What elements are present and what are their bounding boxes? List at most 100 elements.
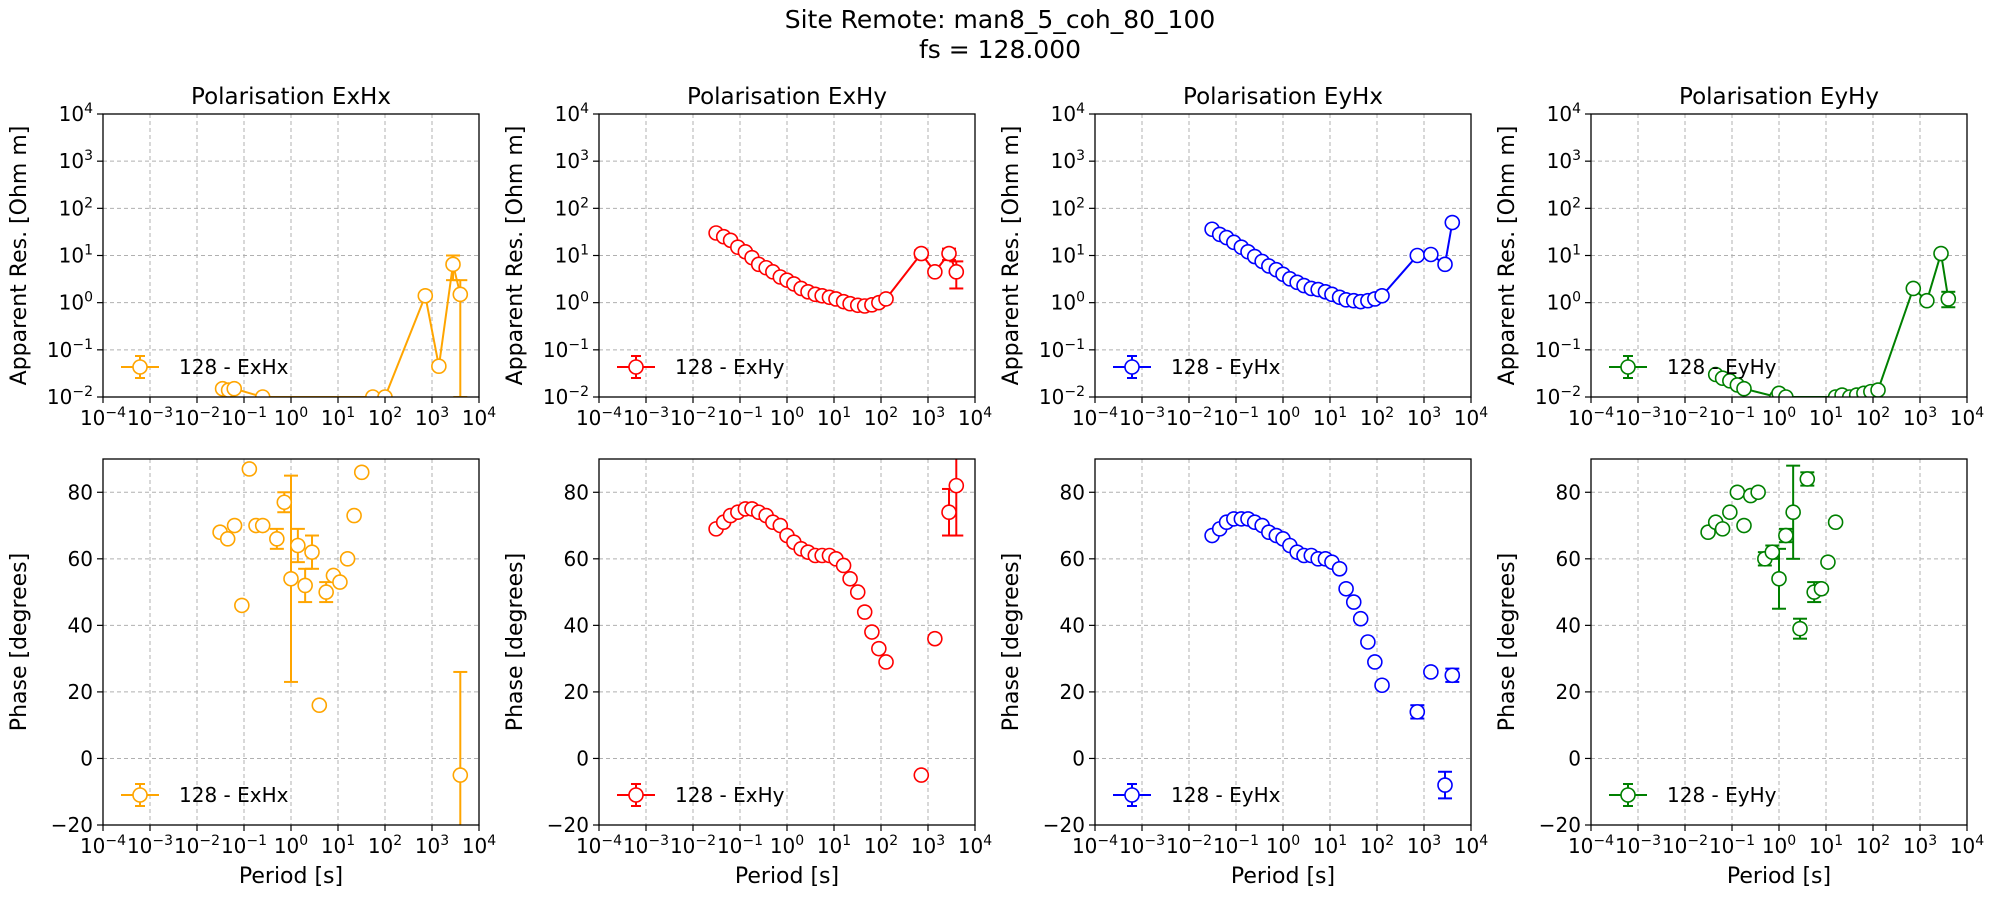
data-layer [708, 459, 965, 783]
x-tick-label: 10−4 [1568, 833, 1614, 858]
legend-label: 128 - ExHx [179, 783, 289, 807]
data-point [871, 640, 887, 657]
x-tick-label: 102 [864, 833, 898, 858]
data-point [856, 604, 873, 620]
y-axis-label: Phase [degrees] [999, 553, 1024, 731]
x-tick-label: 101 [1809, 833, 1843, 858]
data-layer [1700, 464, 1844, 640]
legend-marker [628, 359, 644, 375]
data-point [1360, 634, 1376, 650]
x-tick-label: 102 [368, 405, 402, 430]
x-tick-label: 101 [1313, 833, 1347, 858]
panel-resistivity-4: 10−4 10−3 10−2 10−1 100 101 102 103 10410−210−11… [1495, 84, 1984, 430]
x-tick-label: 10−3 [1615, 833, 1661, 858]
panel-phase-1: 10−4 10−3 10−2 10−1 100 101 102 103 104 −20 0 20 40 6… [7, 458, 496, 889]
y-tick-label: 104 [555, 101, 589, 126]
data-point [927, 264, 943, 280]
data-point [948, 264, 965, 280]
x-tick-label: 10−2 [670, 833, 716, 858]
y-tick-label: 100 [59, 290, 93, 315]
y-tick-label: −20 [1539, 813, 1581, 837]
y-tick-label: 10−1 [543, 337, 589, 362]
y-tick-label: −20 [1043, 813, 1085, 837]
x-tick-label: 10−4 [576, 833, 622, 858]
data-point [1764, 544, 1781, 560]
x-tick-label: 10−4 [80, 833, 126, 858]
panel-resistivity-2: 10−4 10−3 10−2 10−1 100 101 102 103 10410−210−11… [503, 84, 992, 430]
x-tick-label: 103 [415, 833, 449, 858]
x-tick-label: 10−4 [1568, 405, 1614, 430]
data-point [1338, 580, 1354, 597]
data-layer [1204, 511, 1461, 800]
data-layer [214, 254, 469, 397]
x-tick-label: 102 [368, 833, 402, 858]
x-tick-label: 10−4 [1072, 405, 1118, 430]
y-tick-label: 101 [555, 243, 589, 268]
data-point [927, 630, 943, 647]
legend-marker [132, 359, 148, 375]
data-point [339, 551, 356, 567]
panel-title: Polarisation ExHx [191, 84, 391, 110]
data-point [234, 597, 250, 614]
legend: 128 - ExHy [617, 355, 785, 379]
x-tick-label: 10−3 [1615, 405, 1661, 430]
data-point [276, 494, 293, 511]
data-point [1722, 504, 1738, 521]
y-tick-label: 100 [1051, 290, 1085, 315]
legend-marker [1620, 359, 1636, 375]
data-point [311, 697, 328, 714]
y-tick-label: 40 [564, 613, 589, 637]
y-tick-label: 60 [564, 547, 589, 571]
data-point [1785, 504, 1801, 521]
y-tick-label: 103 [1051, 148, 1085, 173]
data-point [1423, 246, 1439, 263]
data-point [1792, 620, 1808, 637]
data-point [364, 389, 381, 397]
plot-frame [598, 113, 976, 398]
data-point [1905, 280, 1922, 297]
legend: 128 - EyHx [1113, 783, 1281, 807]
x-tick-label: 10−2 [174, 405, 220, 430]
x-tick-label: 103 [1903, 405, 1937, 430]
data-point [304, 544, 320, 560]
panel-phase-2: 10−4 10−3 10−2 10−1 100 101 102 103 104 −20 0 20 40 6… [503, 458, 992, 889]
y-tick-label: 102 [1547, 195, 1581, 220]
x-tick-label: 100 [274, 833, 308, 858]
data-point [1714, 521, 1731, 537]
legend: 128 - EyHx [1113, 355, 1281, 379]
y-tick-label: 102 [1051, 195, 1085, 220]
y-tick-label: 104 [59, 101, 93, 126]
x-tick-label: 104 [958, 833, 992, 858]
plot-frame [102, 113, 480, 398]
y-tick-label: 10−2 [1535, 384, 1581, 409]
y-tick-label: 10−2 [47, 384, 93, 409]
data-point [1736, 380, 1752, 397]
figure-title-line1: Site Remote: man8_5_coh_80_100 [785, 5, 1216, 34]
y-tick-label: 104 [1051, 101, 1085, 126]
x-tick-label: 101 [1313, 405, 1347, 430]
x-tick-label: 10−3 [127, 405, 173, 430]
x-tick-label: 10−1 [1709, 833, 1755, 858]
panel-phase-3: 10−4 10−3 10−2 10−1 100 101 102 103 104 −20 0 20 40 6… [999, 458, 1488, 889]
y-tick-label: 102 [555, 195, 589, 220]
legend-label: 128 - EyHy [1667, 783, 1777, 807]
x-tick-label: 103 [415, 405, 449, 430]
data-point [1437, 777, 1453, 793]
x-tick-label: 103 [1407, 405, 1441, 430]
legend-label: 128 - EyHx [1171, 355, 1281, 379]
panel-title: Polarisation EyHy [1679, 84, 1879, 110]
x-tick-label: 101 [1809, 405, 1843, 430]
panel-phase-4: 10−4 10−3 10−2 10−1 100 101 102 103 104 −20 0 20 40 6… [1495, 458, 1984, 889]
y-tick-label: 101 [59, 243, 93, 268]
x-tick-label: 10−1 [717, 405, 763, 430]
data-point [1820, 554, 1836, 570]
plot-frame [1094, 458, 1472, 826]
x-tick-label: 100 [1266, 833, 1300, 858]
y-tick-label: 80 [1556, 480, 1581, 504]
x-tick-label: 104 [1950, 405, 1984, 430]
y-tick-label: 103 [59, 148, 93, 173]
x-tick-label: 100 [770, 833, 804, 858]
x-tick-label: 100 [1266, 405, 1300, 430]
x-axis-label: Period [s] [1727, 864, 1831, 889]
panel-resistivity-1: 10−4 10−3 10−2 10−1 100 101 102 103 10410−210−11… [7, 84, 496, 430]
